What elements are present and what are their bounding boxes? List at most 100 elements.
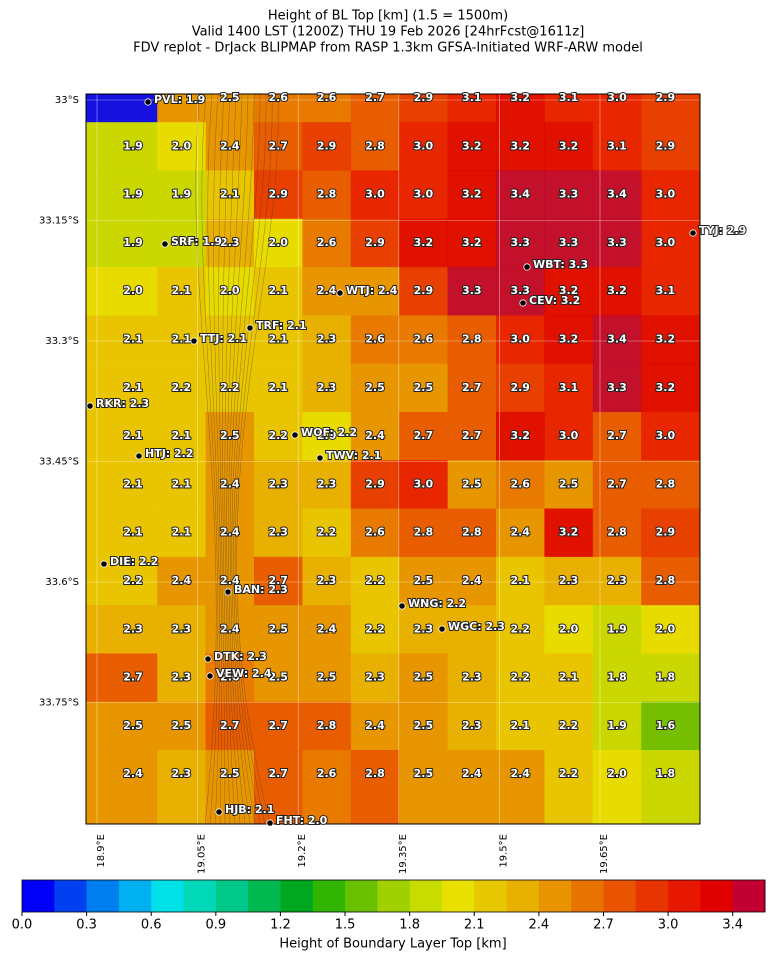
map-cell — [350, 315, 400, 365]
grid-value: 2.5 — [317, 671, 337, 684]
map-cell — [496, 363, 545, 413]
map-cell — [592, 315, 642, 365]
grid-value: 2.9 — [268, 188, 288, 201]
map-cell — [399, 750, 449, 824]
grid-value: 2.4 — [172, 574, 192, 587]
grid-value: 2.8 — [365, 767, 385, 780]
map-cell — [496, 170, 545, 220]
map-cell — [496, 508, 545, 558]
grid-value: 2.3 — [172, 622, 192, 635]
terrain-contour — [234, 94, 273, 824]
grid-value: 2.4 — [220, 139, 240, 152]
colorbar-swatch — [215, 880, 249, 912]
title-line: Height of BL Top [km] (1.5 = 1500m) — [268, 9, 508, 24]
grid-value: 2.0 — [172, 139, 192, 152]
colorbar-swatch — [603, 880, 637, 912]
map-cell — [86, 170, 158, 220]
map-cell — [447, 267, 497, 316]
colorbar-swatch — [280, 880, 314, 912]
colorbar-swatch — [22, 880, 55, 912]
grid-value: 2.1 — [220, 188, 240, 201]
station-label: SRF: 1.9 — [171, 235, 222, 248]
grid-value: 2.7 — [462, 429, 482, 442]
grid-value: 1.9 — [607, 622, 627, 635]
grid-value: 1.9 — [123, 188, 143, 201]
grid-value: 2.6 — [317, 91, 337, 104]
grid-value: 3.0 — [414, 477, 434, 490]
station-dot — [215, 808, 223, 816]
map-cell — [544, 315, 594, 365]
map-cell — [254, 653, 303, 703]
grid-value: 2.3 — [414, 622, 434, 635]
map-cell — [447, 94, 497, 123]
station-dot — [144, 98, 152, 106]
grid-value: 3.2 — [510, 429, 530, 442]
map-cell — [544, 411, 594, 461]
station-label: BAN: 2.3 — [234, 583, 288, 596]
map-cell — [447, 750, 497, 824]
map-cell — [302, 653, 352, 703]
map-cell — [350, 556, 400, 606]
colorbar-swatch — [248, 880, 281, 912]
map-cell — [592, 605, 642, 654]
terrain-contour — [222, 94, 231, 824]
map-cell — [86, 315, 158, 365]
map-cell — [544, 460, 594, 510]
map-cell — [496, 218, 545, 268]
map-cell — [641, 460, 700, 510]
lat-tick-label: 33.3°S — [45, 336, 79, 347]
grid-value: 2.1 — [510, 574, 530, 587]
terrain-contour — [207, 94, 220, 824]
map-cell — [302, 605, 352, 654]
map-cell — [302, 315, 352, 365]
colorbar-swatch — [571, 880, 604, 912]
lon-tick-label: 19.05°E — [197, 834, 208, 874]
grid-value: 2.1 — [172, 526, 192, 539]
lat-tick-label: 33.45°S — [39, 457, 79, 468]
grid-value: 2.6 — [510, 477, 530, 490]
grid-value: 2.5 — [220, 91, 240, 104]
station-dot — [523, 263, 531, 271]
colorbar-swatch — [118, 880, 152, 912]
title-line: FDV replot - DrJack BLIPMAP from RASP 1.… — [133, 41, 643, 56]
map-cell — [157, 363, 207, 413]
map-cell — [544, 122, 594, 171]
grid-value: 2.8 — [317, 188, 337, 201]
grid-value: 2.6 — [317, 767, 337, 780]
station-dot — [316, 454, 324, 462]
map-cell — [86, 556, 158, 606]
map-cell — [205, 94, 255, 123]
grid-value: 3.0 — [414, 188, 434, 201]
grid-value: 3.2 — [559, 139, 579, 152]
lon-tick-label: 19.35°E — [398, 834, 409, 874]
map-cell — [399, 508, 449, 558]
map-cell — [157, 411, 207, 461]
map-cell — [157, 122, 207, 171]
grid-value: 3.0 — [510, 333, 530, 346]
map-cell — [399, 653, 449, 703]
grid-value: 2.7 — [268, 719, 288, 732]
map-cell — [592, 750, 642, 824]
colorbar-tick-label: 1.2 — [270, 918, 291, 933]
grid-value: 2.7 — [462, 381, 482, 394]
grid-value: 1.9 — [123, 236, 143, 249]
map-cell — [496, 122, 545, 171]
title-line: Valid 1400 LST (1200Z) THU 19 Feb 2026 [… — [192, 25, 585, 40]
grid-value: 2.5 — [559, 477, 579, 490]
grid-value: 2.2 — [220, 381, 240, 394]
grid-value: 2.7 — [268, 767, 288, 780]
grid-value: 2.2 — [510, 671, 530, 684]
grid-value: 1.8 — [656, 767, 676, 780]
colorbar-swatch — [474, 880, 507, 912]
grid-value: 2.1 — [123, 429, 143, 442]
colorbar-label: Height of Boundary Layer Top [km] — [279, 937, 506, 952]
grid-value: 3.0 — [559, 429, 579, 442]
map-cell — [592, 556, 642, 606]
grid-value: 2.9 — [414, 91, 434, 104]
map-cell — [592, 267, 642, 316]
map-cell — [592, 460, 642, 510]
map-cell — [302, 363, 352, 413]
map-cell — [399, 170, 449, 220]
colorbar-tick-label: 0.3 — [76, 918, 97, 933]
